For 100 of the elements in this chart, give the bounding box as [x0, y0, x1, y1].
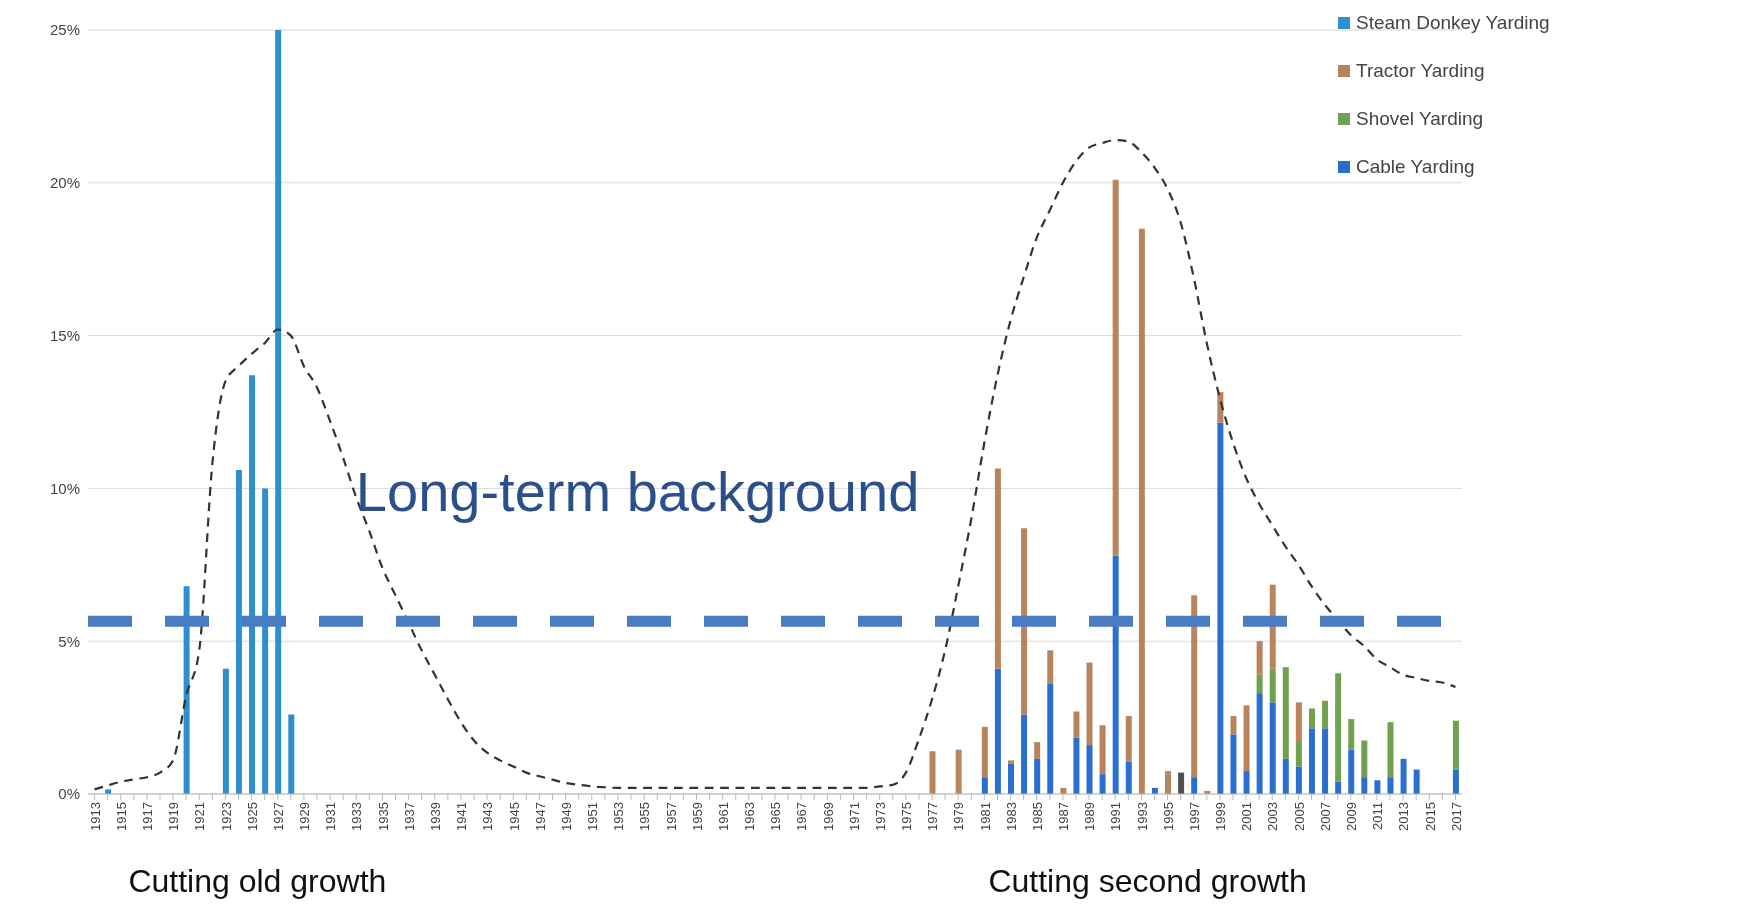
bar [1322, 700, 1329, 729]
x-tick-label: 2001 [1239, 802, 1255, 831]
x-tick-label: 1999 [1213, 802, 1229, 831]
bar [1308, 708, 1315, 729]
bar [1295, 742, 1302, 767]
y-tick-label: 10% [49, 479, 80, 497]
bar [1008, 760, 1014, 764]
x-tick-label: 1945 [506, 802, 522, 831]
x-tick-label: 2007 [1317, 802, 1333, 831]
bar [981, 777, 988, 794]
x-tick-label: 1961 [715, 802, 731, 831]
x-tick-label: 1993 [1134, 802, 1150, 831]
bar [1322, 728, 1329, 794]
x-tick-label: 1935 [375, 802, 391, 831]
x-tick-label: 1937 [401, 802, 417, 831]
bar [288, 714, 295, 794]
x-tick-label: 1917 [140, 802, 156, 831]
x-tick-label: 1953 [611, 802, 627, 831]
x-tick-label: 1931 [323, 802, 339, 831]
bar [262, 488, 269, 794]
x-tick-label: 2009 [1344, 802, 1359, 831]
bar [1256, 641, 1263, 675]
bar [1230, 716, 1237, 735]
bar [1034, 742, 1041, 759]
bar [1452, 769, 1459, 794]
bar [1165, 771, 1172, 794]
bar [1178, 772, 1185, 794]
x-tick-label: 1985 [1029, 802, 1045, 831]
x-tick-label: 1925 [244, 802, 260, 831]
bar [1256, 674, 1263, 694]
x-tick-label: 1943 [480, 802, 496, 831]
x-tick-label: 1995 [1160, 802, 1176, 831]
bar [1099, 725, 1106, 775]
text: Cutting second growth [988, 863, 1307, 900]
legend-label: Tractor Yarding [1356, 60, 1485, 82]
bar [1125, 716, 1132, 762]
bar [1138, 228, 1145, 794]
bar [1073, 711, 1080, 738]
bar [1086, 662, 1093, 746]
x-tick-label: 1959 [689, 802, 705, 831]
bar [1086, 745, 1093, 794]
bar [1335, 673, 1342, 782]
legend-label: Steam Donkey Yarding [1356, 12, 1550, 34]
bar [1308, 728, 1315, 794]
x-tick-label: 1957 [663, 802, 679, 831]
bar [1348, 719, 1355, 750]
x-tick-label: 2003 [1265, 802, 1281, 831]
bar [1348, 749, 1355, 794]
x-tick-label: 1939 [428, 802, 443, 831]
bar [249, 375, 256, 794]
x-tick-label: 1949 [558, 802, 574, 831]
x-tick-label: 1977 [925, 802, 941, 831]
x-tick-label: 1919 [166, 802, 182, 831]
bar [1047, 683, 1054, 794]
x-tick-label: 1955 [637, 802, 653, 831]
bar [1047, 650, 1054, 684]
bar [1099, 774, 1106, 794]
x-tick-label: 1969 [820, 802, 836, 831]
bar [994, 468, 1001, 669]
bar [1282, 758, 1289, 794]
x-tick-label: 1965 [768, 802, 784, 831]
bar [1269, 702, 1276, 794]
bar [1400, 758, 1407, 794]
x-tick-label: 1983 [1003, 802, 1019, 831]
bar [1282, 667, 1289, 759]
x-tick-label: 1927 [270, 802, 286, 831]
bar [1021, 528, 1028, 715]
x-tick-label: 1933 [349, 802, 365, 831]
x-tick-label: 1915 [113, 802, 129, 831]
bar [1243, 771, 1250, 794]
bar [275, 30, 282, 794]
bar [1361, 777, 1368, 794]
bar [1230, 734, 1237, 794]
x-tick-label: 2017 [1448, 802, 1464, 831]
bar [981, 726, 988, 778]
y-tick-label: 25% [49, 21, 80, 39]
x-tick-label: 1989 [1082, 802, 1098, 831]
x-tick-label: 1947 [532, 802, 548, 831]
bar [955, 749, 962, 794]
bar [1256, 693, 1263, 794]
y-tick-label: 20% [49, 174, 80, 192]
x-tick-label: 1967 [794, 802, 810, 831]
y-tick-label: 15% [49, 326, 80, 344]
bar [1374, 780, 1381, 794]
x-tick-label: 1951 [585, 802, 601, 831]
bar [1125, 761, 1132, 794]
x-tick-label: 1971 [846, 802, 862, 831]
bar [929, 751, 936, 794]
bar [1269, 668, 1276, 703]
bar [1191, 777, 1198, 794]
bar [994, 668, 1001, 794]
x-tick-label: 1973 [872, 802, 888, 831]
bar [1112, 555, 1119, 794]
x-tick-label: 1991 [1108, 802, 1124, 831]
legend-label: Shovel Yarding [1356, 108, 1484, 130]
bar [1217, 422, 1224, 794]
x-tick-label: 1987 [1056, 802, 1072, 831]
bar [1191, 595, 1198, 778]
legend-label: Cable Yarding [1356, 156, 1475, 178]
x-tick-label: 1997 [1186, 802, 1202, 831]
